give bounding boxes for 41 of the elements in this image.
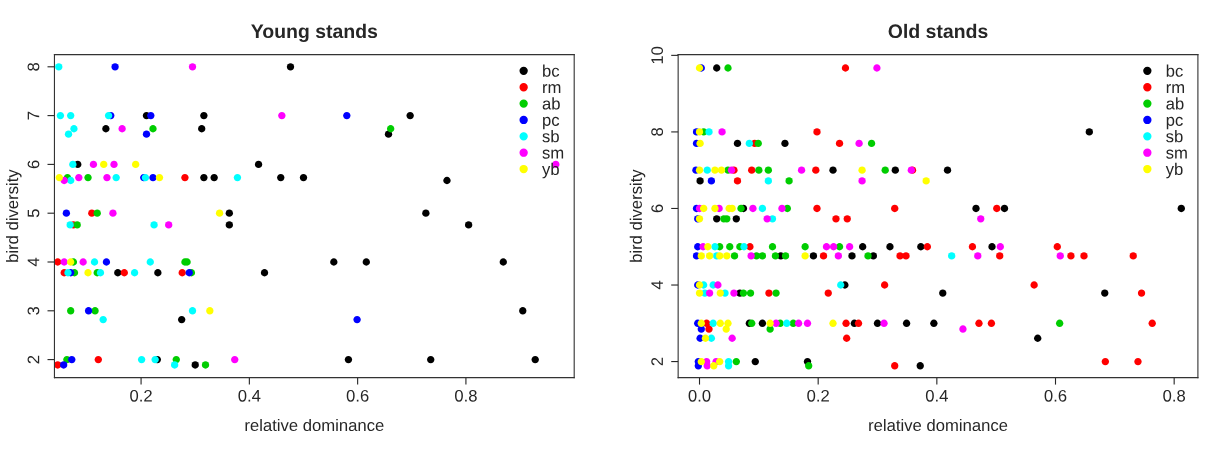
legend-label: ab [1166, 97, 1184, 110]
x-tick-label: 0.6 [346, 389, 369, 402]
legend-label: ab [542, 97, 560, 110]
x-tick-label: 0.0 [688, 389, 711, 402]
legend-label: yb [542, 162, 559, 179]
x-axis-title: relative dominance [869, 418, 1008, 432]
y-tick-label: 6 [651, 204, 664, 213]
legend-label: sb [1166, 130, 1183, 143]
chart-title: Young stands [251, 23, 378, 43]
y-tick-label: 4 [651, 280, 663, 290]
y-tick-label: 5 [27, 209, 40, 218]
x-tick-label: 0.2 [130, 389, 152, 402]
y-tick-label: 8 [651, 128, 664, 136]
chart-title: Old stands [888, 23, 988, 39]
y-tick-label: 2 [651, 357, 663, 366]
x-tick-label: 0.8 [454, 389, 477, 402]
y-axis-title: bird diversity [6, 169, 22, 262]
x-tick-label: 0.6 [1044, 389, 1067, 402]
x-tick-label: 0.2 [807, 389, 829, 402]
legend-label: bc [1166, 64, 1183, 77]
y-tick-label: 8 [27, 62, 40, 71]
legend-label: yb [1165, 162, 1183, 179]
legend-label: bc [543, 64, 560, 77]
x-tick-label: 0.4 [925, 389, 948, 402]
x-tick-label: 0.4 [238, 389, 261, 402]
legend-label: pc [543, 116, 560, 130]
y-tick-label: 4 [27, 257, 40, 267]
legend-label: pc [1166, 116, 1183, 130]
y-axis-title: bird diversity [629, 169, 646, 262]
x-axis-title: relative dominance [245, 418, 384, 432]
legend-label: rm [1166, 84, 1185, 94]
legend-label: sm [542, 149, 564, 159]
y-tick-label: 3 [27, 306, 40, 315]
legend-label: rm [543, 84, 561, 94]
y-tick-label: 10 [651, 46, 664, 64]
legend-label: sm [1166, 149, 1187, 159]
x-tick-label: 0.8 [1163, 389, 1186, 402]
y-tick-label: 7 [27, 111, 40, 120]
legend-label: sb [542, 130, 559, 143]
y-tick-label: 2 [27, 355, 40, 364]
y-tick-label: 6 [27, 160, 40, 169]
